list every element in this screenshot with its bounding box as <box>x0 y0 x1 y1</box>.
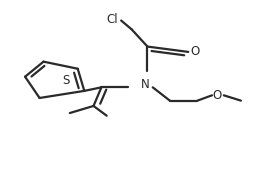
Text: O: O <box>213 89 222 102</box>
Text: O: O <box>190 45 200 58</box>
Text: Cl: Cl <box>106 14 118 26</box>
Text: N: N <box>140 78 149 91</box>
Text: S: S <box>62 74 70 87</box>
